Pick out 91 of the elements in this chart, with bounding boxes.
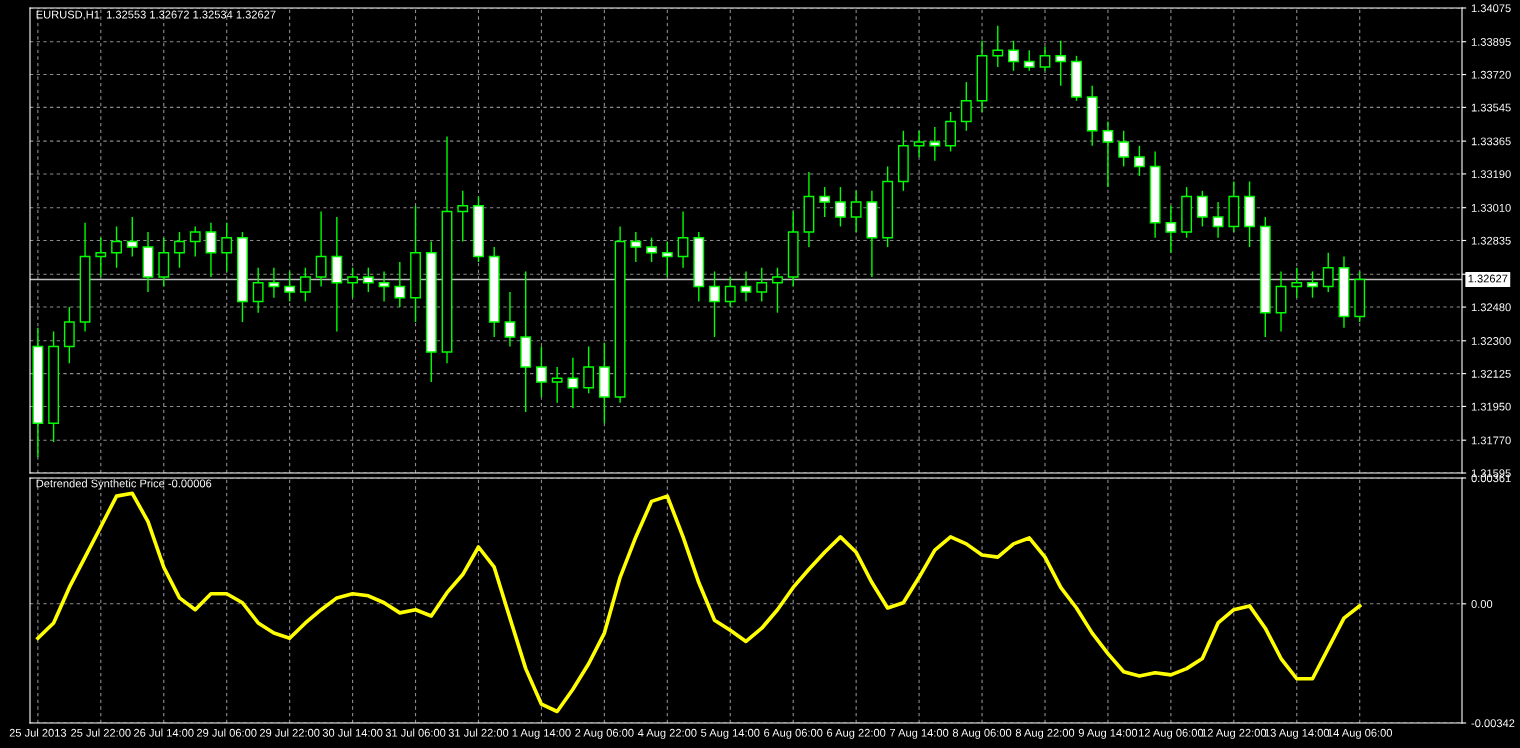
candlestick [504, 291, 516, 348]
y-tick-label: 1.33545 [1471, 103, 1511, 112]
x-tick-label: 29 Jul 06:00 [196, 728, 257, 737]
candlestick [205, 221, 217, 278]
x-tick-label: 30 Jul 14:00 [322, 728, 383, 737]
candlestick [457, 190, 469, 243]
candlestick [1212, 201, 1224, 239]
candlestick [1008, 40, 1019, 72]
x-tick-label: 25 Jul 2013 [9, 728, 67, 737]
x-tick-label: 25 Jul 22:00 [71, 728, 131, 737]
x-tick-label: 1 Aug 14:00 [512, 728, 571, 739]
candlestick [583, 345, 595, 395]
candlestick [394, 261, 406, 308]
candlestick [95, 236, 107, 278]
candlestick [1039, 45, 1051, 72]
candlestick [362, 266, 374, 293]
candlestick [536, 345, 547, 398]
candlestick [677, 210, 689, 269]
candlestick [1196, 190, 1208, 228]
candlestick [1055, 40, 1067, 87]
candlestick [740, 270, 752, 303]
x-tick-label: 9 Aug 14:00 [1078, 728, 1138, 739]
candlestick [1165, 205, 1177, 254]
x-tick-label: 8 Aug 22:00 [1015, 728, 1075, 739]
x-tick-label: 6 Aug 06:00 [764, 728, 823, 739]
x-tick-label: 8 Aug 06:00 [952, 728, 1012, 739]
candlestick [1291, 266, 1303, 299]
line-series [36, 491, 1362, 714]
chart-title: Detrended Synthetic Price -0.00006 [36, 479, 212, 490]
x-tick-label: 26 Jul 14:00 [134, 728, 194, 737]
candlestick [1102, 120, 1114, 188]
candlestick [1118, 130, 1130, 168]
candlestick [646, 236, 657, 263]
candlestick [960, 81, 972, 132]
candlestick [551, 366, 563, 404]
candlestick [835, 186, 846, 228]
y-tick-label: 1.31950 [1471, 402, 1511, 411]
candlestick [221, 221, 233, 273]
y-tick-label: 1.33720 [1471, 70, 1511, 79]
candlestick [189, 225, 201, 258]
y-tick-label: 1.33365 [1471, 137, 1511, 146]
candlestick [850, 190, 862, 233]
chart-title: EURUSD,H1 1.32553 1.32672 1.32534 1.32627 [36, 10, 276, 20]
candlestick [819, 186, 831, 218]
candlestick [567, 356, 579, 410]
x-tick-label: 29 Jul 22:00 [259, 728, 320, 737]
x-tick-label: 12 Aug 06:00 [1138, 728, 1204, 739]
candlestick [661, 240, 673, 278]
candlestick [347, 266, 359, 299]
y-tick-label: 1.33895 [1471, 38, 1511, 46]
candlestick [378, 270, 390, 303]
candlestick [772, 266, 783, 314]
candlestick [913, 130, 925, 158]
x-tick-label: 2 Aug 06:00 [575, 728, 634, 739]
x-tick-label: 14 Aug 06:00 [1327, 728, 1393, 739]
x-tick-label: 6 Aug 22:00 [827, 728, 886, 739]
candlestick [284, 270, 296, 303]
y-tick-label: 1.33190 [1471, 170, 1511, 179]
y-tick-label: 1.32835 [1471, 236, 1511, 245]
x-tick-label: 13 Aug 14:00 [1264, 728, 1330, 739]
candlestick [315, 210, 327, 288]
candlestick [756, 266, 768, 303]
candlestick [252, 266, 264, 314]
y-tick-label: 1.31770 [1471, 436, 1511, 445]
y-tick-label: 0.00 [1471, 600, 1493, 608]
y-tick-label: 1.32300 [1471, 337, 1511, 345]
candlestick [299, 266, 311, 303]
x-tick-label: 4 Aug 22:00 [637, 728, 697, 739]
candlestick [1023, 49, 1035, 72]
candlestick [126, 216, 138, 258]
candlestick [709, 270, 720, 338]
candlestick [1133, 145, 1145, 177]
y-tick-label: 1.34075 [1471, 4, 1511, 13]
candlestick [268, 266, 280, 299]
candlestick [992, 25, 1004, 68]
candlestick [724, 276, 736, 308]
y-tick-label: 1.32125 [1471, 369, 1511, 378]
y-tick-label: 1.33010 [1471, 203, 1511, 212]
candlestick [630, 231, 642, 263]
candlestick [929, 126, 941, 162]
candlestick [111, 225, 122, 269]
ref-line-label: 1.32627 [1468, 274, 1508, 283]
x-tick-label: 5 Aug 14:00 [701, 728, 760, 739]
y-tick-label: -0.00342 [1471, 719, 1515, 728]
y-tick-label: 1.32480 [1471, 303, 1511, 312]
x-tick-label: 7 Aug 14:00 [890, 728, 949, 739]
candlestick [1307, 270, 1318, 299]
x-tick-label: 31 Jul 06:00 [385, 728, 446, 737]
candlestick [174, 231, 185, 269]
candlestick [1322, 251, 1334, 293]
x-tick-label: 31 Jul 22:00 [448, 728, 509, 737]
